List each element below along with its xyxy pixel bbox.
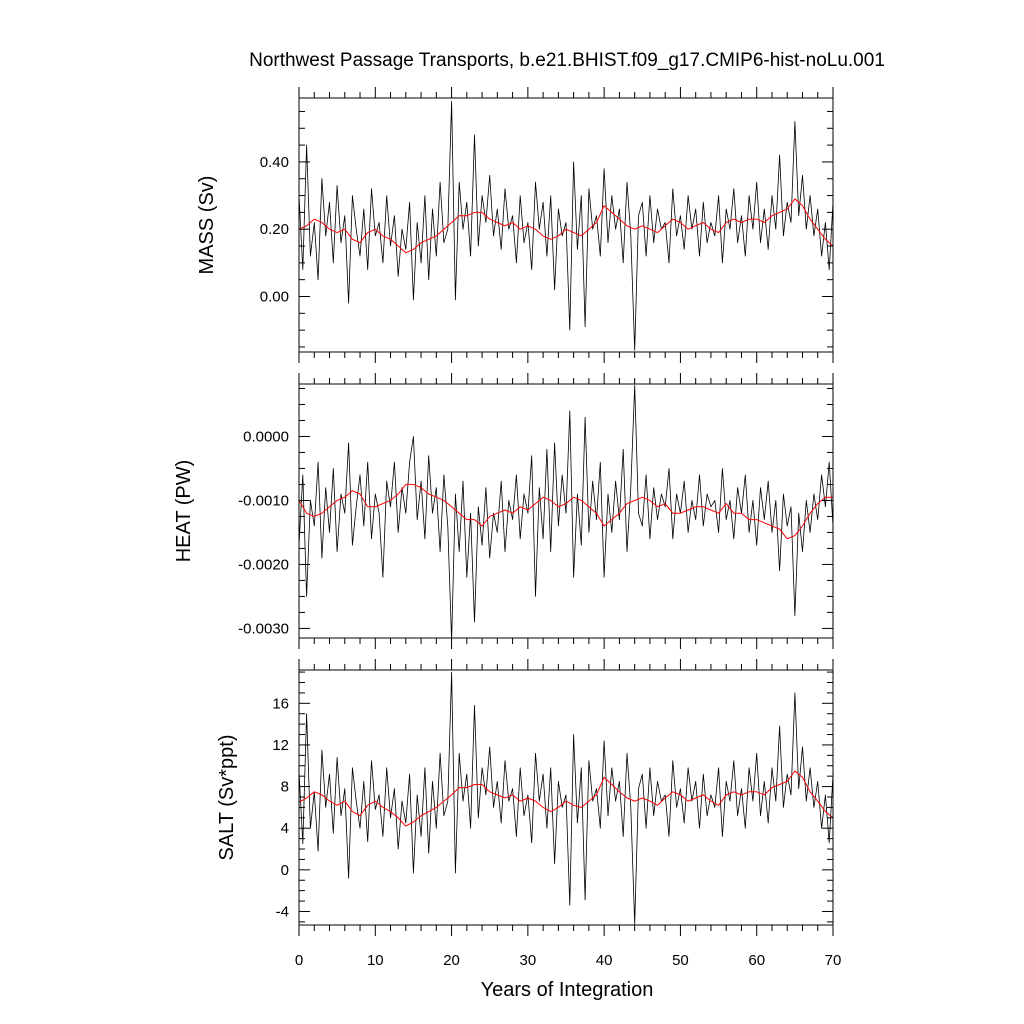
x-tick-label: 10 — [367, 952, 384, 969]
x-axis-label: Years of Integration — [481, 979, 654, 1001]
y-tick-label: 4 — [281, 820, 289, 837]
chart-title: Northwest Passage Transports, b.e21.BHIS… — [249, 50, 885, 71]
y-tick-label: -0.0030 — [238, 620, 289, 637]
y-tick-label: -4 — [276, 903, 289, 920]
x-tick-label: 60 — [748, 952, 765, 969]
y-tick-label: 16 — [272, 695, 289, 712]
y-tick-label: -0.0020 — [238, 556, 289, 573]
smoothed-series-line — [298, 770, 834, 827]
panel-3: -4 0 4 8 12 16 SALT (Sv*ppt) 0 10 20 30 40 50 60 70 — [216, 659, 841, 969]
raw-series-line — [298, 101, 834, 351]
raw-series-line — [298, 384, 834, 642]
x-tick-label: 50 — [672, 952, 689, 969]
y-axis-label: MASS (Sv) — [196, 176, 218, 275]
plot-frame — [298, 383, 834, 639]
x-tick-label: 20 — [443, 952, 460, 969]
y-tick-label: 0.0000 — [243, 428, 289, 445]
y-tick-label: 8 — [281, 779, 289, 796]
panel-2: -0.0030 -0.0020 -0.0010 0.0000 HEAT (PW) — [173, 373, 834, 649]
plot-frame — [298, 97, 834, 353]
y-tick-label: 0 — [281, 862, 289, 879]
y-tick-label: 0.20 — [260, 221, 289, 238]
panel-1: 0.00 0.20 0.40 MASS (Sv) — [196, 87, 834, 363]
y-tick-label: 0.40 — [260, 154, 289, 171]
y-tick-label: 0.00 — [260, 288, 289, 305]
smoothed-series-line — [298, 483, 833, 540]
x-tick-label: 30 — [520, 952, 537, 969]
x-tick-label: 70 — [825, 952, 842, 969]
smoothed-series-line — [298, 198, 834, 254]
y-tick-label: 12 — [272, 737, 289, 754]
plot-frame — [298, 669, 834, 926]
y-tick-label: -0.0010 — [238, 492, 289, 509]
x-tick-label: 0 — [295, 952, 303, 969]
y-axis-label: SALT (Sv*ppt) — [216, 735, 238, 861]
x-tick-label: 40 — [596, 952, 613, 969]
y-axis-label: HEAT (PW) — [173, 460, 195, 563]
raw-series-line — [298, 671, 834, 925]
